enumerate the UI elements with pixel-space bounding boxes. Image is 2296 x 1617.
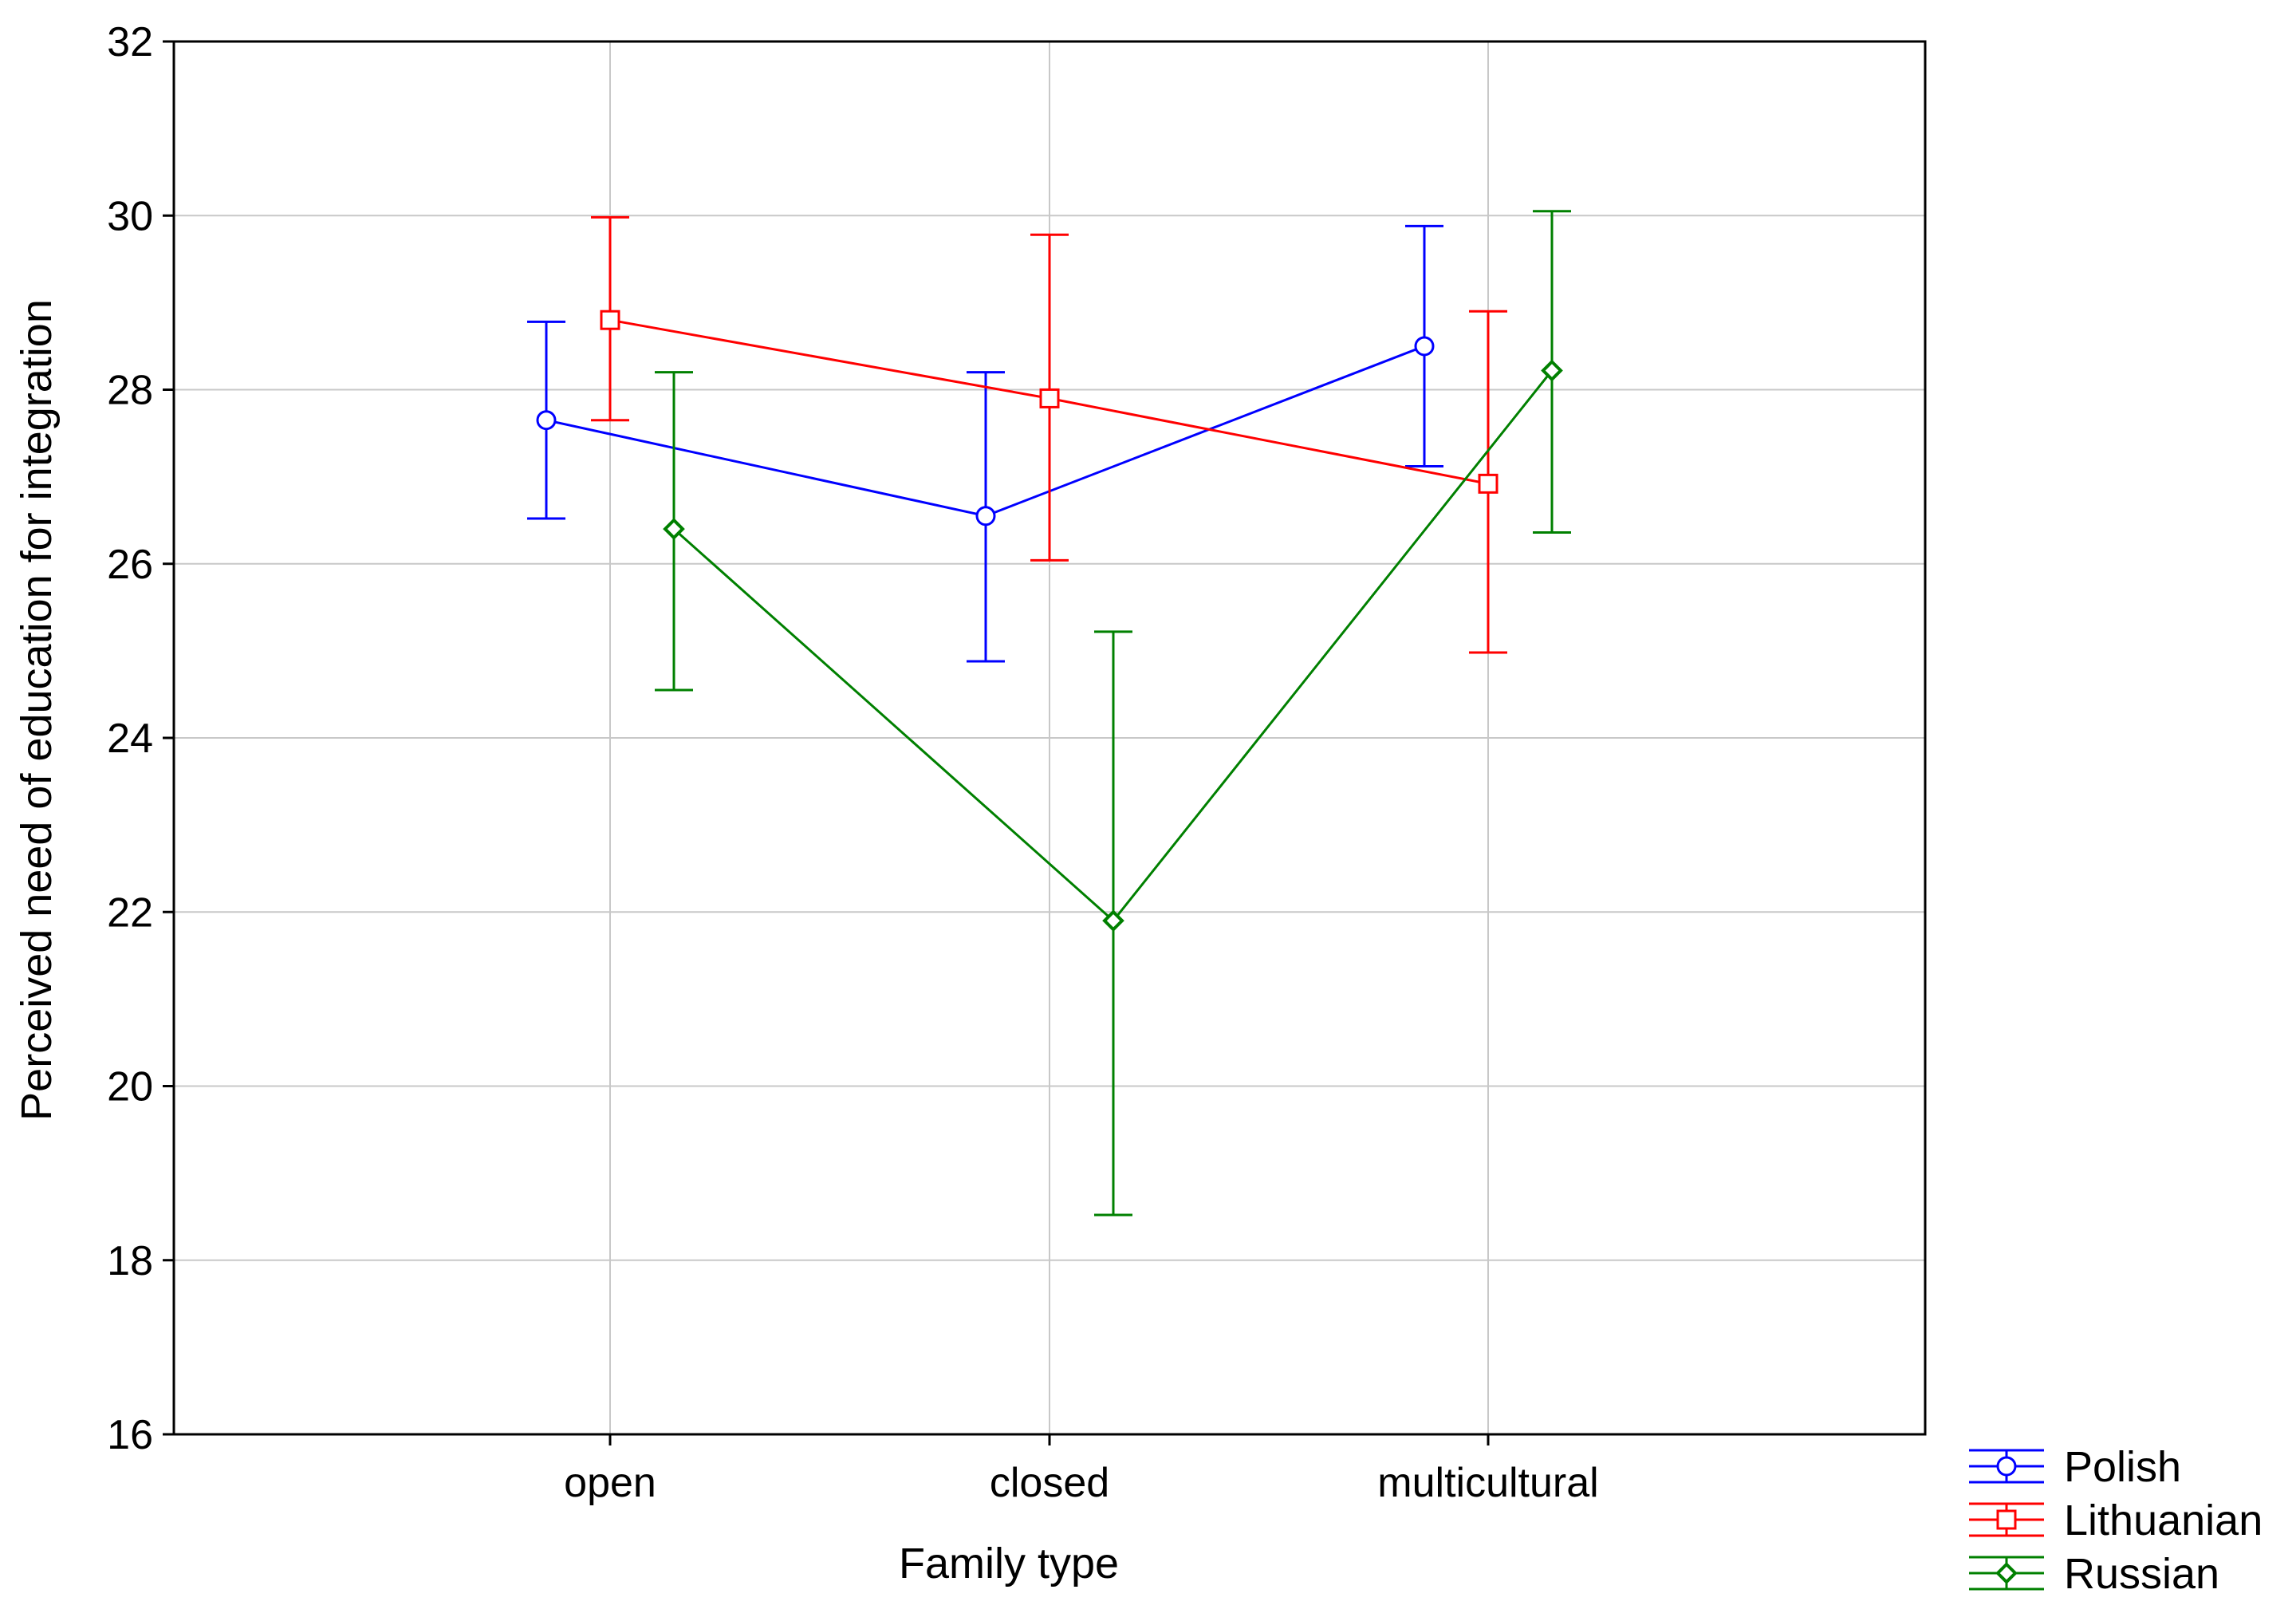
series-lithuanian	[591, 215, 1507, 654]
y-axis-title: Perceived need of education for integrat…	[13, 299, 61, 1121]
legend-marker	[1995, 1562, 2018, 1584]
y-tick-label: 26	[107, 542, 153, 588]
legend-marker	[1996, 1509, 2017, 1530]
data-point	[1541, 359, 1563, 382]
y-tick-label: 22	[107, 889, 153, 936]
legend-label: Russian	[2064, 1550, 2219, 1598]
legend-item-polish: Polish	[1969, 1443, 2181, 1491]
x-tick-label: open	[564, 1460, 656, 1506]
legend: Polish Lithuanian Russian	[1969, 1443, 2263, 1598]
y-tick-label: 20	[107, 1064, 153, 1110]
data-series	[527, 210, 1571, 1217]
legend-item-lithuanian: Lithuanian	[1969, 1497, 2263, 1544]
data-point	[1039, 388, 1060, 408]
legend-label: Polish	[2064, 1443, 2181, 1491]
legend-label: Lithuanian	[2064, 1497, 2263, 1544]
data-point	[975, 506, 996, 527]
legend-item-russian: Russian	[1969, 1550, 2219, 1598]
data-point	[600, 310, 620, 330]
axis-ticks: 16 18 20 22 24 26 28 30 32 open closed multicultura…	[107, 19, 1599, 1506]
x-tick-label: closed	[990, 1460, 1109, 1506]
x-tick-label: multicultural	[1377, 1460, 1598, 1506]
data-point	[663, 518, 685, 540]
y-tick-label: 16	[107, 1412, 153, 1458]
y-tick-label: 30	[107, 193, 153, 239]
y-tick-label: 32	[107, 19, 153, 65]
data-point	[1414, 336, 1435, 357]
y-tick-label: 18	[107, 1238, 153, 1284]
x-axis-title: Family type	[899, 1540, 1119, 1587]
y-tick-label: 24	[107, 716, 153, 762]
legend-marker	[1996, 1456, 2017, 1477]
series-russian	[655, 210, 1571, 1217]
data-point	[1478, 473, 1499, 494]
data-point	[536, 410, 557, 431]
data-point	[1102, 909, 1124, 932]
y-tick-label: 28	[107, 368, 153, 414]
series-polish	[527, 224, 1443, 663]
